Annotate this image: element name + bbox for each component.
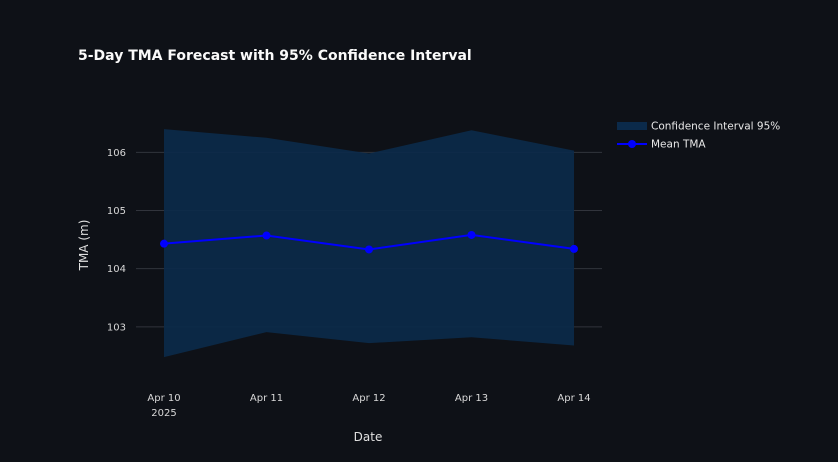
x-tick-label: Apr 10 [147, 393, 180, 404]
legend-swatch-marker [628, 140, 636, 148]
y-tick-label: 105 [107, 206, 126, 217]
legend-swatch-band [617, 122, 647, 130]
x-tick-label: Apr 11 [250, 393, 283, 404]
mean-tma-point[interactable] [570, 245, 578, 253]
legend-item-mean-tma[interactable]: Mean TMA [617, 139, 706, 151]
x-axis-label: Date [354, 430, 383, 444]
y-tick-label: 106 [107, 148, 126, 159]
y-tick-label: 103 [107, 322, 126, 333]
legend[interactable]: Confidence Interval 95% Mean TMA [617, 121, 780, 151]
mean-tma-point[interactable] [160, 240, 168, 248]
legend-label-confidence-interval: Confidence Interval 95% [651, 121, 780, 133]
y-axis-label: TMA (m) [77, 220, 91, 272]
confidence-band [164, 129, 574, 357]
mean-tma-point[interactable] [263, 232, 271, 240]
x-tick-layer: Apr 10 Apr 11 Apr 12 Apr 13 Apr 14 2025 [147, 393, 590, 419]
band-layer [164, 129, 574, 357]
y-tick-label: 104 [107, 264, 126, 275]
legend-item-confidence-interval[interactable]: Confidence Interval 95% [617, 121, 780, 133]
x-tick-label: Apr 12 [352, 393, 385, 404]
x-tick-year-label: 2025 [151, 408, 176, 419]
x-tick-label: Apr 13 [455, 393, 488, 404]
chart-title: 5-Day TMA Forecast with 95% Confidence I… [78, 48, 472, 64]
x-tick-label: Apr 14 [557, 393, 590, 404]
legend-label-mean-tma: Mean TMA [651, 139, 706, 151]
y-tick-layer: 103 104 105 106 [107, 148, 126, 333]
mean-tma-point[interactable] [468, 231, 476, 239]
mean-tma-point[interactable] [365, 245, 373, 253]
